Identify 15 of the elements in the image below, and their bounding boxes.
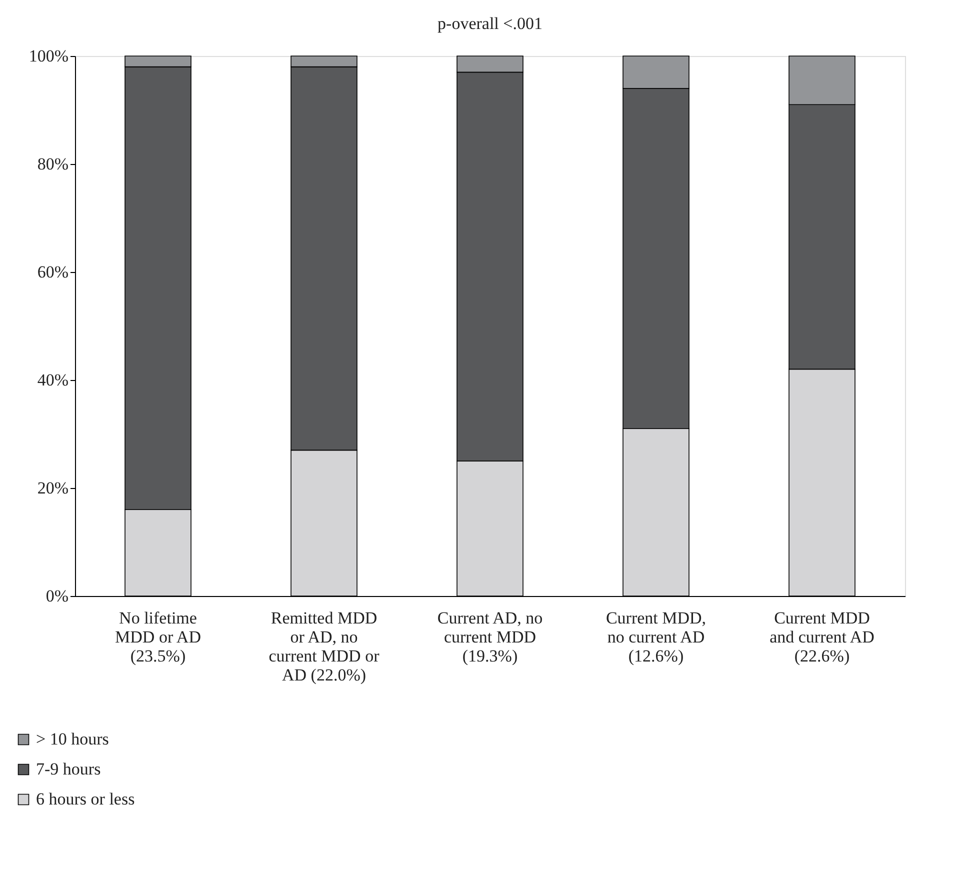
x-tick-label: Remitted MDD or AD, no current MDD or AD (22.0%) [268,608,380,684]
x-tick-label: Current MDD, no current AD (12.6%) [606,608,706,666]
y-tick-label: 80% [37,154,68,174]
x-tick-label: Current MDD and current AD (22.6%) [770,608,874,666]
y-tick-label: 100% [28,46,68,66]
y-tick-label: 60% [37,262,68,282]
y-tick-label: 40% [37,370,68,390]
y-tick-label: 20% [37,478,68,498]
x-tick-label: Current AD, no current MDD (19.3%) [437,608,543,666]
y-tick-label: 0% [46,586,68,606]
legend-label: 6 hours or less [36,790,135,808]
legend-label: > 10 hours [36,730,109,748]
x-tick-label: No lifetime MDD or AD (23.5%) [115,608,201,666]
legend-label: 7-9 hours [36,760,101,778]
chart-title: p-overall <.001 [438,14,542,33]
